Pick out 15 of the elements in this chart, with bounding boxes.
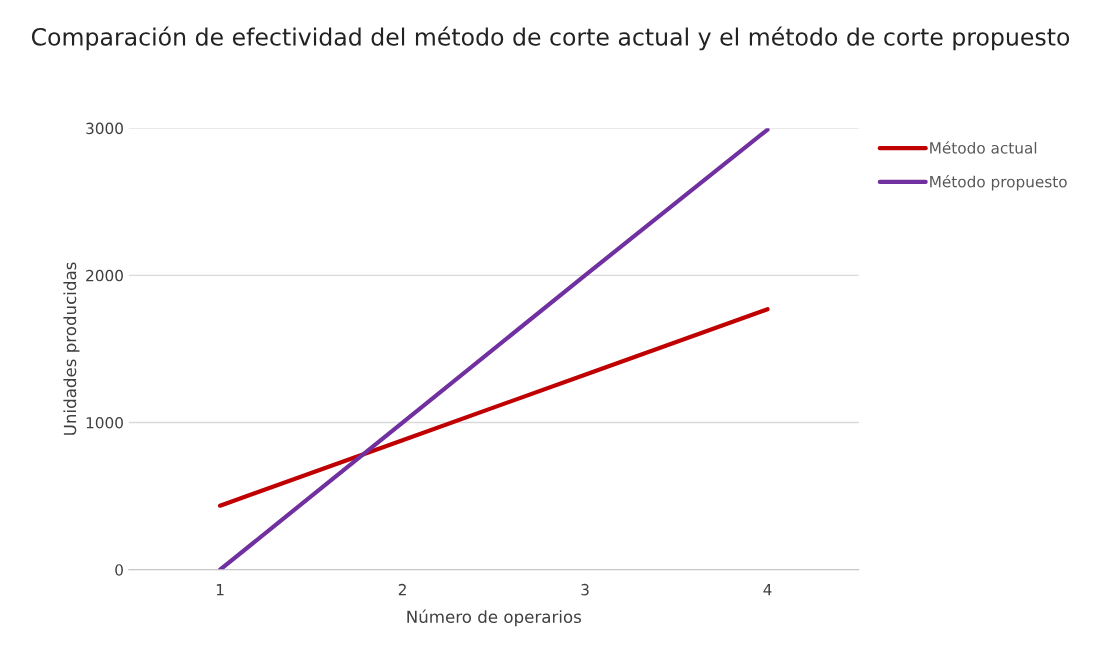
x-tick-label: 4 <box>763 584 772 596</box>
line-series <box>217 307 770 508</box>
x-tick-label: 2 <box>398 583 406 596</box>
x-tick-label: 3 <box>581 583 589 596</box>
y-tick-label: 2000 <box>86 269 123 282</box>
x-tick-label: 1 <box>216 584 224 596</box>
legend-label: Método propuesto <box>930 175 1067 191</box>
y-tick-label: 1000 <box>86 416 123 429</box>
y-axis-title: Unidades producidas <box>63 262 80 435</box>
y-tick-label: 0 <box>115 564 123 576</box>
y-tick-label: 3000 <box>86 122 123 135</box>
x-axis-title: Número de operarios <box>407 609 582 627</box>
chart-title: Comparación de efectividad del método de corte actual y el método de corte propuesto <box>31 26 1070 51</box>
legend-label: Método actual <box>930 141 1037 154</box>
line-series <box>217 128 770 570</box>
